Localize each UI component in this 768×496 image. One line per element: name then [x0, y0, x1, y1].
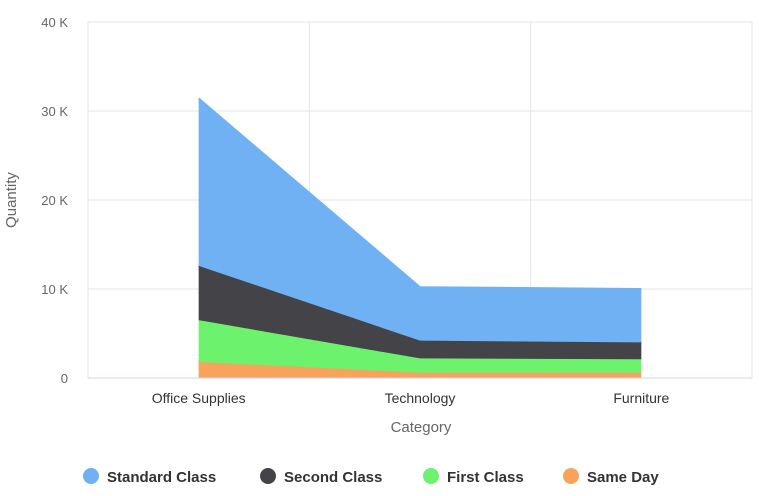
- y-tick-label: 40 K: [41, 15, 68, 30]
- y-tick-label: 30 K: [41, 104, 68, 119]
- axis-layer: 0 10 K 20 K 30 K 40 K Office Supplies Technolo…: [41, 15, 752, 406]
- x-tick-label: Technology: [385, 390, 456, 406]
- legend-swatch: [423, 468, 439, 484]
- legend-item-first-class[interactable]: First Class: [423, 468, 524, 486]
- x-tick-label: Office Supplies: [152, 390, 246, 406]
- legend-item-second-class[interactable]: Second Class: [260, 468, 382, 486]
- legend-label: Same Day: [587, 469, 659, 486]
- area-same-day[interactable]: [198, 361, 642, 378]
- legend-item-same-day[interactable]: Same Day: [563, 468, 659, 486]
- y-tick-label: 0: [61, 371, 68, 386]
- x-tick-label: Furniture: [613, 390, 669, 406]
- y-tick-label: 10 K: [41, 282, 68, 297]
- area-second-class[interactable]: [198, 265, 642, 360]
- x-axis-title: Category: [391, 419, 452, 436]
- area-layer: [198, 97, 642, 378]
- legend-label: Standard Class: [107, 469, 216, 486]
- series-line-standard-class: [198, 97, 642, 290]
- legend: Standard Class Second Class First Class Sam…: [83, 468, 659, 486]
- legend-swatch: [563, 468, 579, 484]
- legend-swatch: [83, 468, 99, 484]
- legend-swatch: [260, 468, 276, 484]
- legend-item-standard-class[interactable]: Standard Class: [83, 468, 216, 486]
- legend-label: Second Class: [284, 469, 382, 486]
- y-axis-title: Quantity: [3, 172, 20, 228]
- area-standard-class[interactable]: [198, 98, 642, 343]
- legend-label: First Class: [447, 469, 524, 486]
- y-tick-label: 20 K: [41, 193, 68, 208]
